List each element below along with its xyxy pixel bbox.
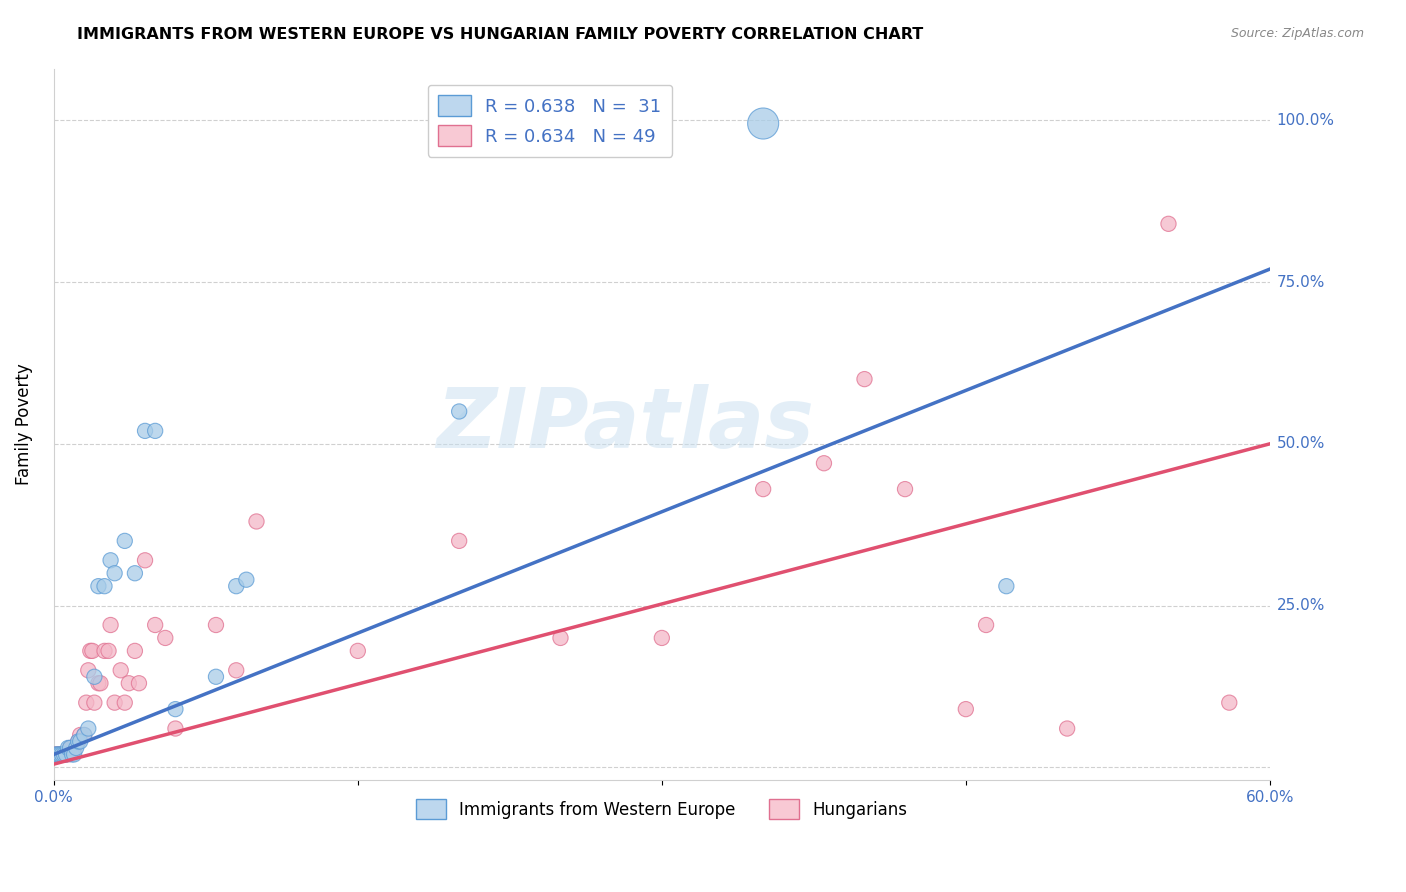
Point [73, 728, 96, 742]
Legend: Immigrants from Western Europe, Hungarians: Immigrants from Western Europe, Hungaria… [409, 793, 914, 825]
Point [63, 747, 86, 762]
Point [69, 728, 91, 742]
Point [114, 533, 136, 548]
Point [110, 663, 132, 677]
Point [128, 676, 150, 690]
Text: 25.0%: 25.0% [1277, 599, 1324, 613]
Point [955, 702, 977, 716]
Text: 75.0%: 75.0% [1277, 275, 1324, 290]
Point [651, 631, 673, 645]
Point [83, 670, 105, 684]
Point [245, 515, 267, 529]
Point [449, 533, 471, 548]
Point [97, 644, 120, 658]
Point [134, 424, 156, 438]
Point [143, 618, 166, 632]
Point [995, 579, 1018, 593]
Point [89, 676, 111, 690]
Point [45, 747, 67, 762]
Point [55, 747, 77, 762]
Point [59, 741, 82, 756]
Point [59, 741, 82, 756]
Point [235, 573, 257, 587]
Point [813, 456, 835, 470]
Point [75, 696, 97, 710]
Point [56, 741, 79, 756]
Point [49, 747, 72, 762]
Point [205, 670, 228, 684]
Point [100, 618, 122, 632]
Point [82, 644, 104, 658]
Point [114, 696, 136, 710]
Point [87, 579, 110, 593]
Point [225, 663, 247, 677]
Point [51, 747, 73, 762]
Point [67, 734, 90, 748]
Point [49, 747, 72, 762]
Point [974, 618, 997, 632]
Point [347, 644, 370, 658]
Point [1056, 722, 1078, 736]
Text: Source: ZipAtlas.com: Source: ZipAtlas.com [1230, 27, 1364, 40]
Point [449, 404, 471, 418]
Text: IMMIGRANTS FROM WESTERN EUROPE VS HUNGARIAN FAMILY POVERTY CORRELATION CHART: IMMIGRANTS FROM WESTERN EUROPE VS HUNGAR… [77, 27, 924, 42]
Point [51, 747, 73, 762]
Point [67, 734, 90, 748]
Point [752, 482, 775, 496]
Point [165, 702, 187, 716]
Point [894, 482, 917, 496]
Point [205, 618, 228, 632]
Point [118, 676, 141, 690]
Point [56, 747, 79, 762]
Point [83, 696, 105, 710]
Point [104, 696, 127, 710]
Point [63, 741, 86, 756]
Point [60, 747, 83, 762]
Text: 50.0%: 50.0% [1277, 436, 1324, 451]
Point [550, 631, 572, 645]
Point [143, 424, 166, 438]
Text: 100.0%: 100.0% [1277, 112, 1334, 128]
Point [124, 566, 146, 581]
Point [225, 579, 247, 593]
Point [124, 644, 146, 658]
Point [853, 372, 876, 386]
Point [165, 722, 187, 736]
Y-axis label: Family Poverty: Family Poverty [15, 364, 32, 485]
Point [79, 644, 101, 658]
Text: ZIPatlas: ZIPatlas [436, 384, 814, 465]
Point [46, 747, 69, 762]
Point [55, 747, 77, 762]
Point [93, 644, 115, 658]
Point [134, 553, 156, 567]
Point [69, 734, 91, 748]
Point [1157, 217, 1180, 231]
Point [1218, 696, 1240, 710]
Point [100, 553, 122, 567]
Point [77, 722, 100, 736]
Point [52, 747, 75, 762]
Point [45, 747, 67, 762]
Point [46, 747, 69, 762]
Point [87, 676, 110, 690]
Point [104, 566, 127, 581]
Point [752, 116, 775, 130]
Point [73, 728, 96, 742]
Point [52, 747, 75, 762]
Point [77, 663, 100, 677]
Point [93, 579, 115, 593]
Point [60, 741, 83, 756]
Point [155, 631, 177, 645]
Point [65, 741, 87, 756]
